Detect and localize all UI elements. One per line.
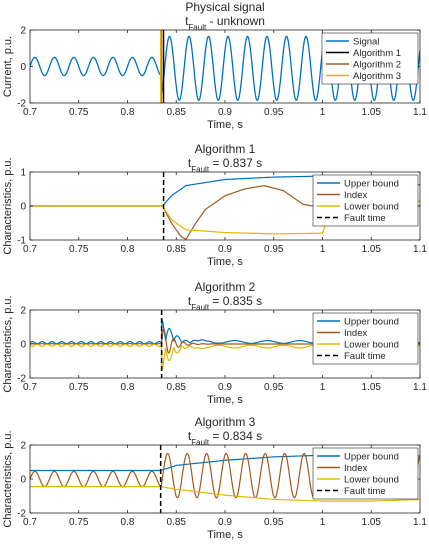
x-tick-label: 1.1 — [413, 517, 427, 528]
x-tick-label: 0.75 — [69, 382, 89, 393]
legend-label: Signal — [353, 37, 379, 48]
legend-label: Index — [344, 463, 367, 474]
x-tick-label: 0.95 — [264, 517, 284, 528]
y-tick-label: 0 — [20, 202, 26, 213]
y-axis-label: Current, p.u. — [2, 36, 14, 97]
y-tick-label: 2 — [20, 306, 26, 317]
legend-label: Algorithm 2 — [353, 60, 401, 71]
x-tick-label: 1 — [320, 107, 326, 118]
legend-label: Upper bound — [344, 452, 399, 463]
legend-label: Upper bound — [344, 179, 399, 190]
x-tick-label: 1.05 — [362, 244, 382, 255]
x-tick-label: 0.8 — [121, 244, 135, 255]
legend-label: Lower bound — [344, 475, 399, 486]
x-axis-label: Time, s — [207, 394, 243, 406]
panel-subtitle: tFault - unknown — [185, 14, 265, 32]
legend-label: Lower bound — [344, 202, 399, 213]
y-tick-label: -2 — [17, 509, 26, 520]
legend-label: Fault time — [344, 351, 386, 362]
x-tick-label: 0.9 — [218, 244, 232, 255]
x-tick-label: 1 — [320, 517, 326, 528]
panel-title: Algorithm 2 — [195, 280, 256, 294]
x-tick-label: 1 — [320, 244, 326, 255]
y-tick-label: -2 — [17, 99, 26, 110]
y-axis-label: Characteristics, p.u. — [2, 157, 14, 254]
y-tick-label: 0 — [20, 340, 26, 351]
x-tick-label: 0.95 — [264, 107, 284, 118]
x-tick-label: 0.95 — [264, 382, 284, 393]
y-tick-label: 0 — [20, 475, 26, 486]
panel-title: Algorithm 1 — [195, 142, 256, 156]
x-tick-label: 0.8 — [121, 107, 135, 118]
lower-bound-line — [30, 486, 420, 502]
x-tick-label: 0.7 — [23, 382, 37, 393]
panel-subtitle: tFault = 0.835 s — [188, 294, 262, 312]
y-tick-label: -1 — [17, 236, 26, 247]
x-tick-label: 0.9 — [218, 107, 232, 118]
legend-label: Lower bound — [344, 340, 399, 351]
legend-label: Upper bound — [344, 317, 399, 328]
y-tick-label: 2 — [20, 26, 26, 37]
panel-subtitle: tFault = 0.834 s — [188, 429, 262, 447]
x-tick-label: 1.05 — [362, 107, 382, 118]
legend-label: Fault time — [344, 486, 386, 497]
y-axis-label: Characteristics, p.u. — [2, 295, 14, 392]
x-tick-label: 0.85 — [167, 517, 187, 528]
x-tick-label: 0.9 — [218, 517, 232, 528]
legend-label: Index — [344, 328, 367, 339]
y-tick-label: -2 — [17, 374, 26, 385]
legend-label: Index — [344, 190, 367, 201]
x-axis-label: Time, s — [207, 119, 243, 131]
x-tick-label: 0.85 — [167, 244, 187, 255]
y-tick-label: 1 — [20, 168, 26, 179]
x-tick-label: 1.1 — [413, 107, 427, 118]
x-tick-label: 0.7 — [23, 107, 37, 118]
x-tick-label: 0.75 — [69, 244, 89, 255]
x-tick-label: 0.7 — [23, 517, 37, 528]
x-tick-label: 1.05 — [362, 382, 382, 393]
x-tick-label: 1 — [320, 382, 326, 393]
x-tick-label: 0.8 — [121, 382, 135, 393]
x-tick-label: 0.75 — [69, 107, 89, 118]
x-tick-label: 0.85 — [167, 382, 187, 393]
x-tick-label: 0.75 — [69, 517, 89, 528]
x-tick-label: 0.95 — [264, 244, 284, 255]
x-tick-label: 0.9 — [218, 382, 232, 393]
x-tick-label: 0.85 — [167, 107, 187, 118]
x-tick-label: 0.8 — [121, 517, 135, 528]
panel-title: Physical signal — [185, 0, 264, 14]
x-tick-label: 1.1 — [413, 244, 427, 255]
x-tick-label: 0.7 — [23, 244, 37, 255]
plot-area — [30, 30, 420, 103]
legend-label: Fault time — [344, 213, 386, 224]
panel-subtitle: tFault = 0.837 s — [188, 156, 262, 174]
x-tick-label: 1.1 — [413, 382, 427, 393]
y-tick-label: 0 — [20, 62, 26, 73]
x-axis-label: Time, s — [207, 529, 243, 541]
y-tick-label: 2 — [20, 441, 26, 452]
x-tick-label: 1.05 — [362, 517, 382, 528]
legend-label: Algorithm 1 — [353, 48, 401, 59]
signal-line — [30, 35, 420, 101]
x-axis-label: Time, s — [207, 256, 243, 268]
y-axis-label: Characteristics, p.u. — [2, 430, 14, 527]
panel-title: Algorithm 3 — [195, 415, 256, 429]
legend-label: Algorithm 3 — [353, 71, 401, 82]
